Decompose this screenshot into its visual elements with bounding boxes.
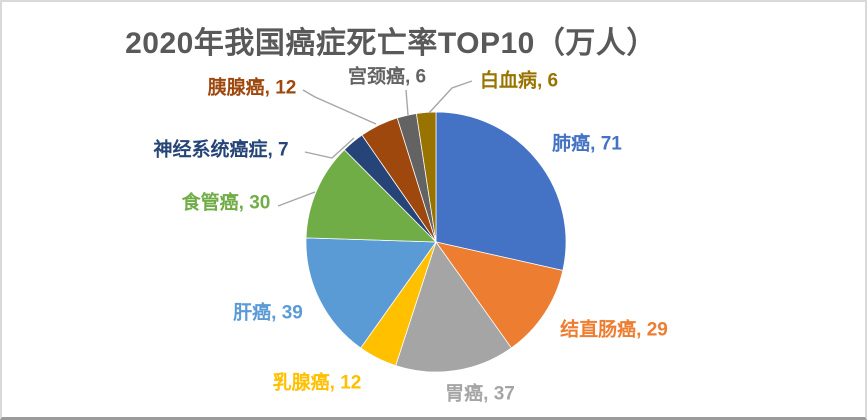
data-label-breast-cancer: 乳腺癌, 12 <box>273 371 362 394</box>
leader-line-pancreatic-cancer <box>302 89 377 125</box>
data-label-leukemia: 白血病, 6 <box>480 69 558 92</box>
data-label-colorectal-cancer: 结直肠癌, 29 <box>560 318 668 341</box>
pie-slice-liver-cancer[interactable] <box>305 237 437 349</box>
data-label-nervous-system-cancer: 神经系统癌症, 7 <box>153 138 288 161</box>
data-label-pancreatic-cancer: 胰腺癌, 12 <box>207 76 297 99</box>
pie-slice-lung-cancer[interactable] <box>435 111 567 271</box>
pie-slice-esophageal-cancer[interactable] <box>305 149 437 243</box>
data-label-liver-cancer: 肝癌, 39 <box>233 301 303 324</box>
chart-title: 2020年我国癌症死亡率TOP10（万人） <box>125 27 657 60</box>
leader-line-cervical-cancer <box>405 89 409 116</box>
data-label-stomach-cancer: 胃癌, 37 <box>445 382 515 405</box>
data-label-lung-cancer: 肺癌, 71 <box>552 132 622 155</box>
pie-slice-stomach-cancer[interactable] <box>395 241 512 373</box>
pie-slice-leukemia[interactable] <box>416 111 437 243</box>
pie-slice-colorectal-cancer[interactable] <box>435 241 564 349</box>
data-label-esophageal-cancer: 食管癌, 30 <box>182 191 271 214</box>
leader-line-nervous-system-cancer <box>304 137 355 159</box>
leader-line-leukemia <box>428 80 473 114</box>
data-label-cervical-cancer: 宫颈癌, 6 <box>348 65 426 88</box>
leader-line-esophageal-cancer <box>277 191 316 207</box>
